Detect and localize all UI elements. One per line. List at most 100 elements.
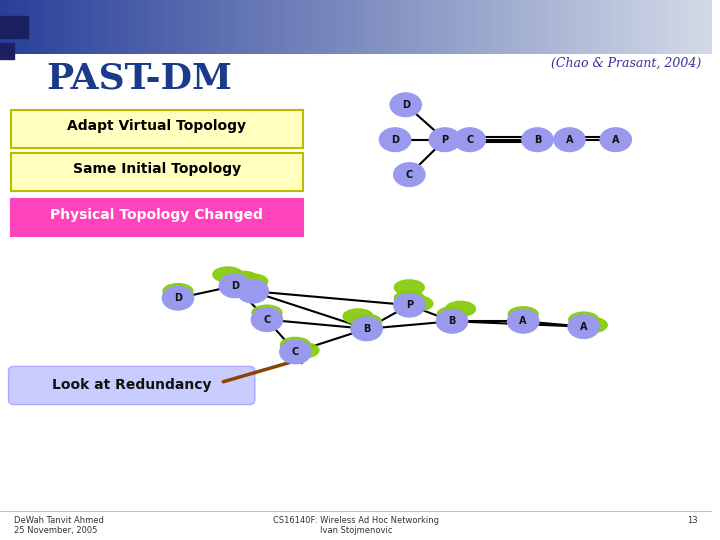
Circle shape: [220, 274, 251, 298]
Bar: [505, 0, 513, 53]
Bar: [214, 0, 220, 53]
Circle shape: [162, 286, 194, 310]
Bar: [0, 43, 14, 59]
Bar: [228, 0, 235, 53]
Circle shape: [429, 128, 461, 152]
Bar: [541, 0, 548, 53]
Bar: [363, 0, 370, 53]
Bar: [690, 0, 698, 53]
Bar: [163, 0, 171, 53]
Bar: [256, 0, 264, 53]
Bar: [548, 0, 555, 53]
Bar: [299, 0, 306, 53]
FancyBboxPatch shape: [11, 153, 302, 191]
Text: 13: 13: [687, 516, 698, 525]
Bar: [50, 0, 57, 53]
Bar: [570, 0, 577, 53]
Bar: [93, 0, 99, 53]
Bar: [513, 0, 520, 53]
Text: PAST-DM: PAST-DM: [46, 62, 233, 96]
Circle shape: [436, 309, 468, 333]
Bar: [619, 0, 626, 53]
Bar: [584, 0, 591, 53]
Bar: [86, 0, 93, 53]
Bar: [57, 0, 64, 53]
Bar: [0, 0, 7, 53]
Bar: [612, 0, 619, 53]
Text: P: P: [441, 134, 449, 145]
Bar: [477, 0, 484, 53]
Bar: [0, 16, 29, 38]
Text: A: A: [612, 134, 619, 145]
Bar: [463, 0, 470, 53]
Bar: [235, 0, 242, 53]
Text: B: B: [363, 324, 370, 334]
Bar: [71, 0, 78, 53]
Bar: [605, 0, 612, 53]
Ellipse shape: [343, 309, 373, 324]
Text: DeWah Tanvit Ahmed
25 November, 2005: DeWah Tanvit Ahmed 25 November, 2005: [14, 516, 104, 535]
Text: B: B: [534, 134, 541, 145]
Bar: [434, 0, 441, 53]
Text: Physical Topology Changed: Physical Topology Changed: [50, 208, 263, 222]
Ellipse shape: [508, 307, 538, 322]
Text: Same Initial Topology: Same Initial Topology: [73, 162, 240, 176]
Bar: [676, 0, 683, 53]
Bar: [220, 0, 228, 53]
Bar: [683, 0, 690, 53]
Bar: [121, 0, 128, 53]
Bar: [320, 0, 328, 53]
Bar: [192, 0, 199, 53]
Bar: [199, 0, 207, 53]
Text: C: C: [264, 315, 271, 325]
Bar: [626, 0, 634, 53]
Text: P: P: [406, 300, 413, 310]
Bar: [491, 0, 498, 53]
Text: A: A: [566, 134, 573, 145]
Bar: [178, 0, 185, 53]
Text: C: C: [292, 347, 299, 357]
Bar: [384, 0, 392, 53]
Bar: [78, 0, 86, 53]
Text: D: D: [231, 281, 239, 291]
Bar: [420, 0, 427, 53]
Text: Look at Redundancy: Look at Redundancy: [52, 378, 212, 392]
Bar: [641, 0, 648, 53]
FancyBboxPatch shape: [9, 367, 255, 404]
Bar: [427, 0, 434, 53]
Bar: [370, 0, 377, 53]
Bar: [705, 0, 712, 53]
Text: (Chao & Prasant, 2004): (Chao & Prasant, 2004): [552, 56, 701, 70]
Bar: [648, 0, 655, 53]
Bar: [185, 0, 192, 53]
FancyBboxPatch shape: [11, 199, 302, 237]
Bar: [356, 0, 363, 53]
Bar: [42, 0, 50, 53]
Circle shape: [237, 279, 269, 303]
Bar: [669, 0, 676, 53]
Text: D: D: [391, 134, 399, 145]
Bar: [377, 0, 384, 53]
Text: A: A: [519, 316, 527, 326]
Bar: [271, 0, 278, 53]
Bar: [284, 0, 292, 53]
Bar: [470, 0, 477, 53]
Bar: [114, 0, 121, 53]
Circle shape: [454, 128, 485, 152]
Bar: [249, 0, 256, 53]
Ellipse shape: [437, 307, 467, 322]
Circle shape: [379, 128, 410, 152]
Ellipse shape: [252, 305, 282, 320]
Ellipse shape: [446, 301, 475, 316]
Circle shape: [600, 128, 631, 152]
Bar: [335, 0, 342, 53]
Bar: [242, 0, 249, 53]
Text: D: D: [402, 100, 410, 110]
Bar: [342, 0, 348, 53]
Ellipse shape: [395, 280, 424, 295]
Bar: [29, 0, 35, 53]
Bar: [128, 0, 135, 53]
Bar: [99, 0, 107, 53]
Bar: [328, 0, 335, 53]
Circle shape: [554, 128, 585, 152]
